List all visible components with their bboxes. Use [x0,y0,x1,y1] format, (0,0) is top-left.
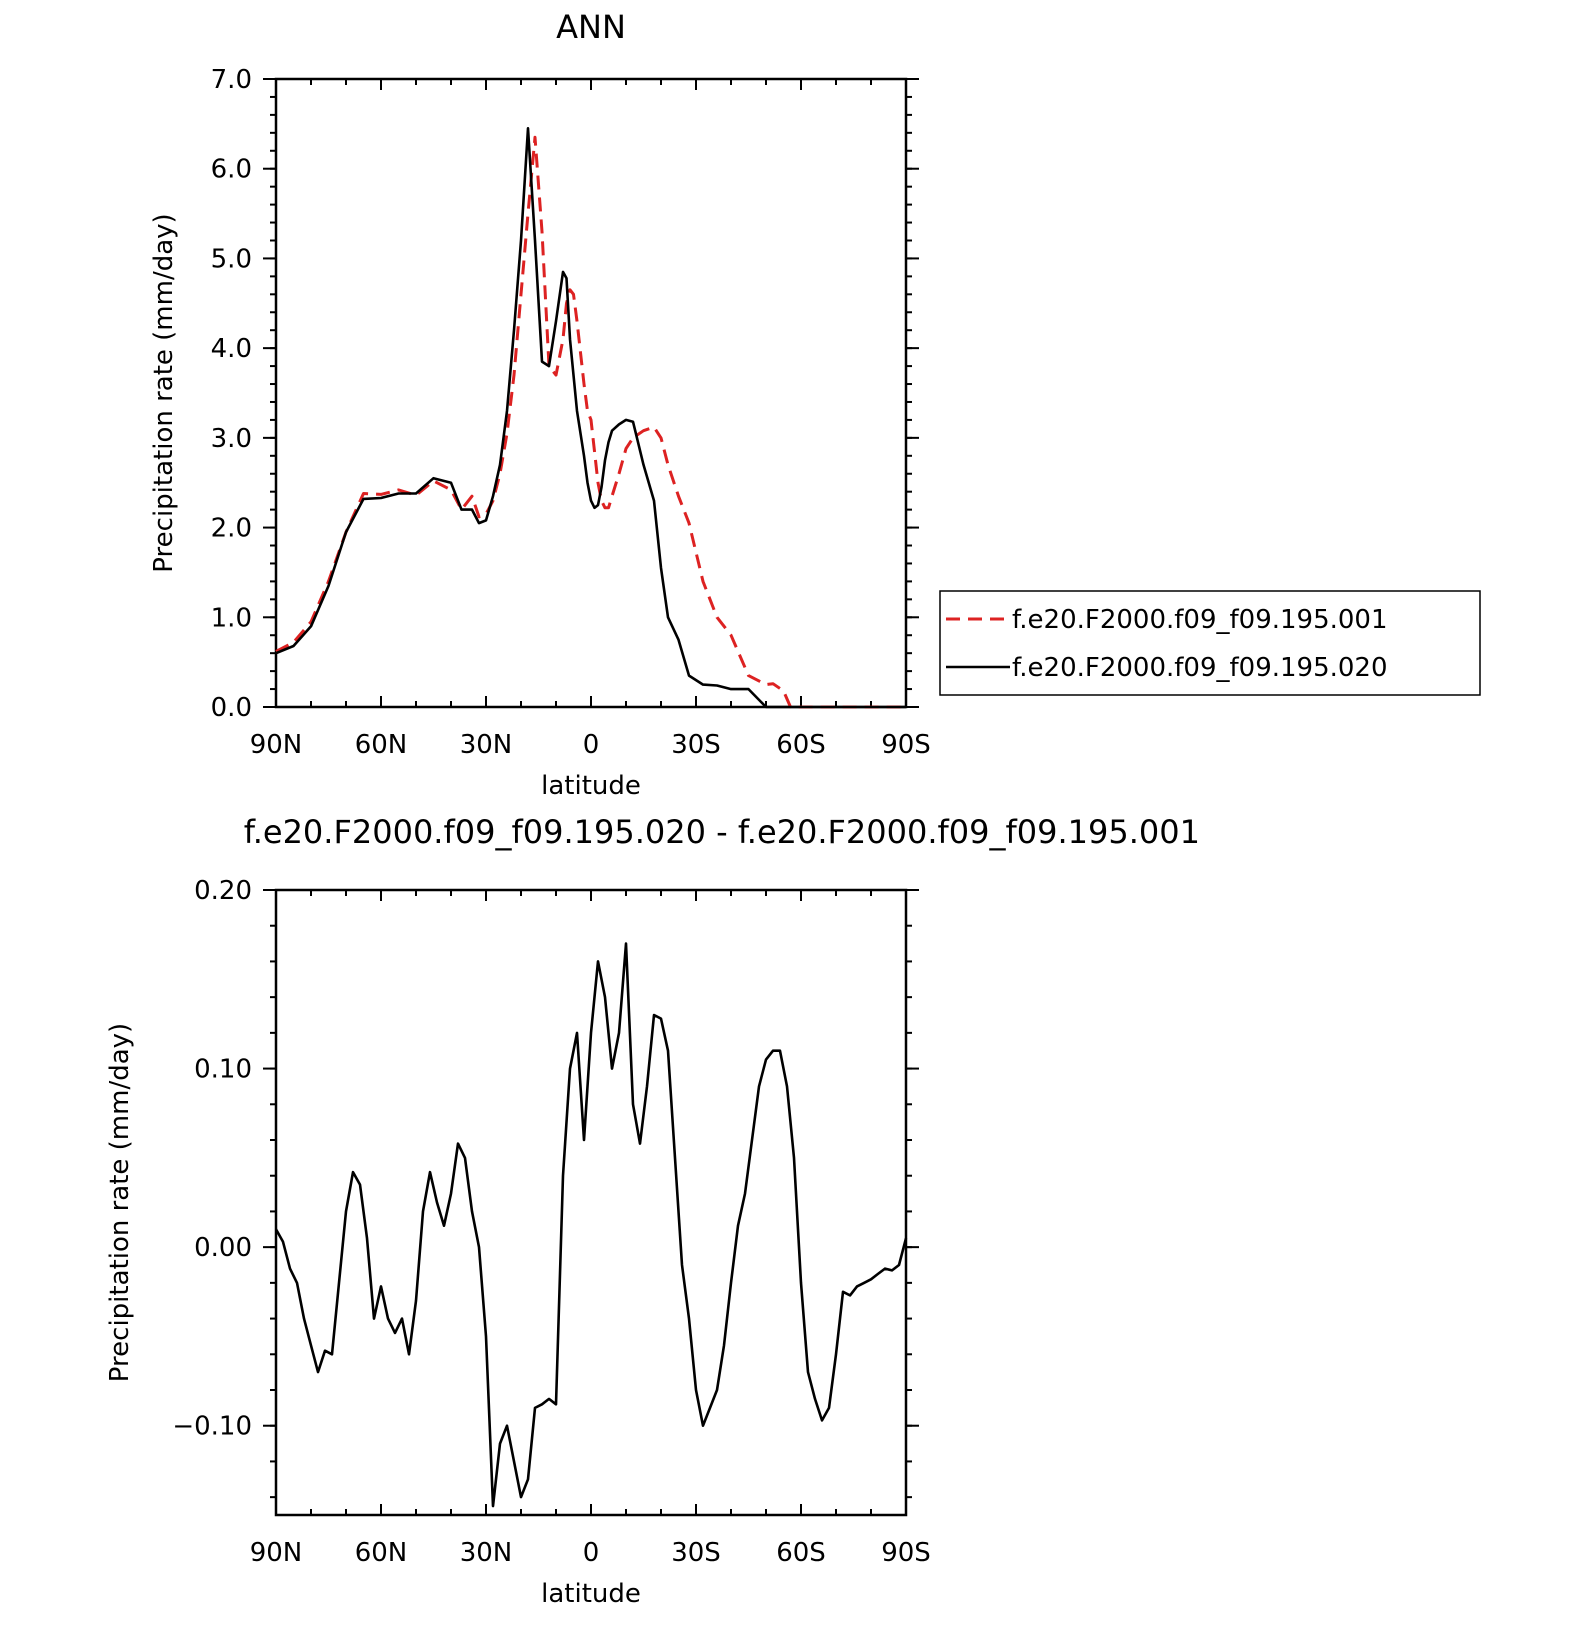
y-axis-label: Precipitation rate (mm/day) [149,213,179,572]
y-axis-label: Precipitation rate (mm/day) [105,1023,135,1382]
y-tick-label: 0.10 [194,1055,252,1085]
y-tick-label: 0.0 [211,693,252,723]
x-axis-label: latitude [541,1579,641,1609]
legend-label-0: f.e20.F2000.f09_f09.195.001 [1012,605,1388,635]
x-tick-label: 60N [355,1538,408,1568]
y-tick-label: 7.0 [211,65,252,95]
x-tick-label: 90S [881,1538,931,1568]
plot-frame [274,888,908,1517]
x-tick-label: 30N [460,1538,513,1568]
y-tick-label: 4.0 [211,334,252,364]
x-tick-label: 0 [583,730,600,760]
y-tick-label: −0.10 [172,1412,252,1442]
y-tick-label: 6.0 [211,155,252,185]
legend-label-1: f.e20.F2000.f09_f09.195.020 [1012,653,1388,683]
chart-top: ANN 90N 60N 30N 0 30S 60S 90S latitude 0.0 1.0 2.0 3… [149,8,1481,801]
x-tick-label: 90N [250,1538,303,1568]
x-tick-label: 0 [583,1538,600,1568]
y-tick-label: 5.0 [211,244,252,274]
y-tick-label: 0.20 [194,876,252,906]
x-axis-label: latitude [541,771,641,801]
series-line-0 [275,135,906,709]
y-tick-label: 2.0 [211,514,252,544]
series-line-0 [274,942,908,1508]
x-tick-label: 60N [355,730,408,760]
plot-frame [274,77,908,709]
series-line-1 [275,127,906,709]
chart-title: f.e20.F2000.f09_f09.195.020 - f.e20.F200… [244,813,1200,851]
x-tick-label: 90N [250,730,303,760]
x-tick-label: 90S [881,730,931,760]
y-tick-label: 1.0 [211,603,252,633]
x-tick-label: 30N [460,730,513,760]
x-tick-label: 30S [671,1538,721,1568]
x-tick-label: 60S [776,730,826,760]
x-tick-label: 60S [776,1538,826,1568]
chart-bottom: f.e20.F2000.f09_f09.195.020 - f.e20.F200… [105,813,1200,1609]
x-tick-label: 30S [671,730,721,760]
legend-box [939,590,1481,696]
y-tick-label: 3.0 [211,424,252,454]
y-tick-label: 0.00 [194,1233,252,1263]
chart-title: ANN [556,8,626,46]
